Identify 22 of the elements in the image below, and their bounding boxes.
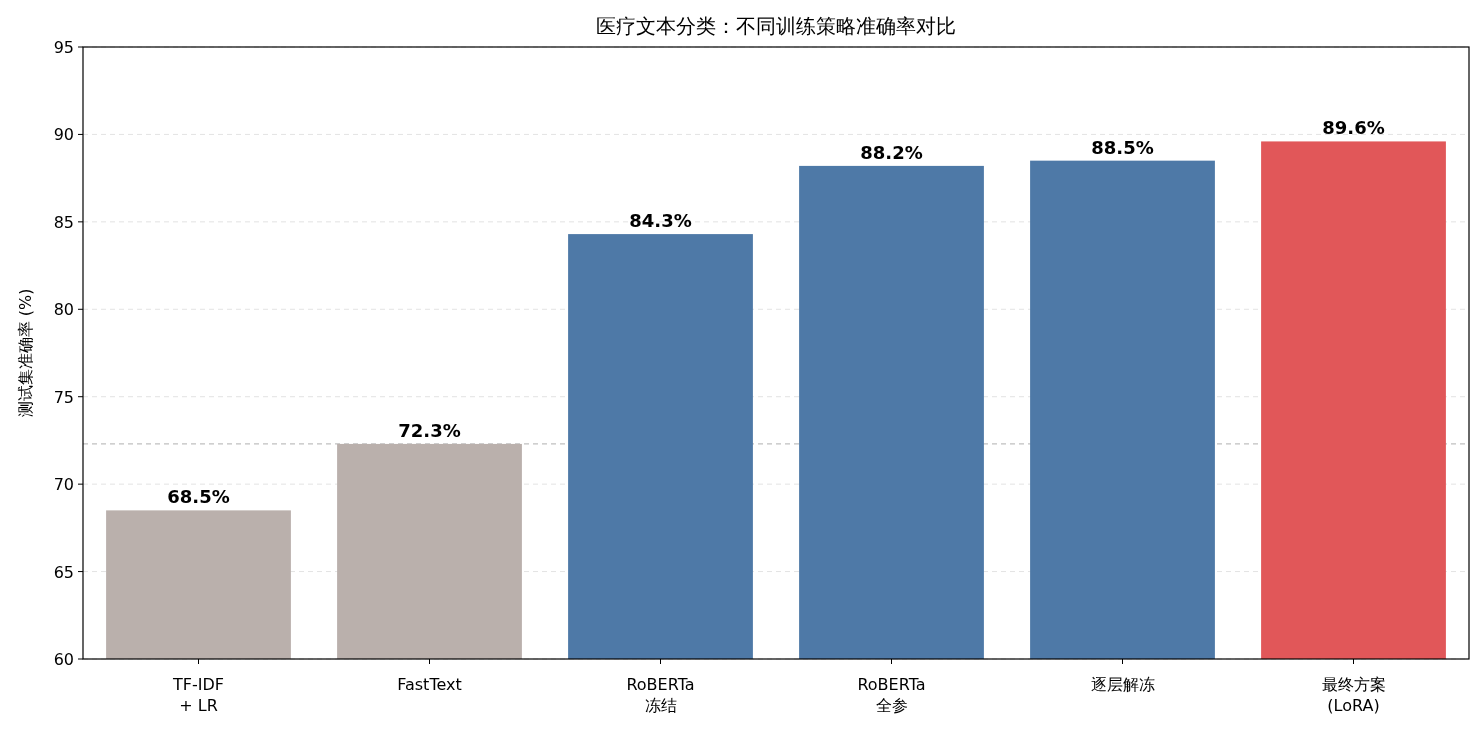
y-tick-label: 60 [53, 650, 74, 669]
y-tick-label: 75 [53, 387, 74, 407]
data-label: 72.3% [398, 419, 461, 441]
x-tick-label: RoBERTa 冻结 [626, 675, 695, 715]
x-tick-label: 逐层解冻 [1090, 675, 1155, 694]
x-tick-label: RoBERTa 全参 [857, 675, 926, 715]
data-label: 88.5% [1091, 136, 1154, 158]
data-label: 89.6% [1322, 117, 1385, 139]
x-tick-label: FastText [397, 675, 462, 694]
y-tick-label: 70 [53, 475, 74, 495]
data-label: 84.3% [629, 210, 692, 232]
y-tick-label: 65 [53, 562, 74, 582]
y-tick-label: 95 [53, 38, 74, 57]
chart-title: 医疗文本分类：不同训练策略准确率对比 [596, 14, 956, 38]
data-label: 88.2% [860, 141, 923, 163]
data-label: 68.5% [167, 486, 230, 508]
y-tick-label: 90 [53, 125, 74, 145]
x-tick-label: 最终方案 (LoRA) [1321, 675, 1386, 715]
y-tick-label: 85 [53, 212, 74, 232]
y-axis-title: 测试集准确率 (%) [16, 288, 35, 418]
x-tick-label: TF-IDF + LR [172, 675, 224, 715]
y-tick-label: 80 [53, 300, 74, 320]
